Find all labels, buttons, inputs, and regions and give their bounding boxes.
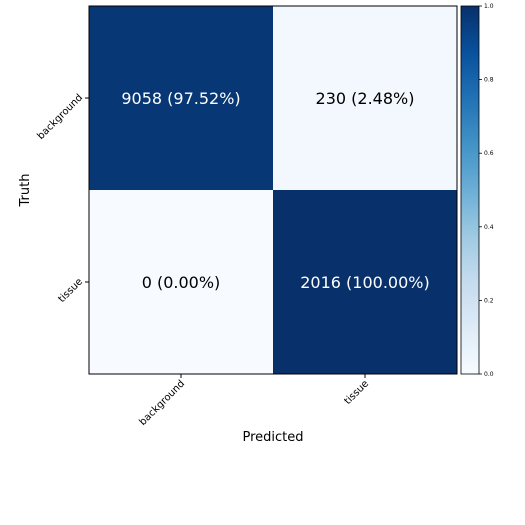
matrix-cells: 9058 (97.52%) 230 (2.48%) 0 (0.00%) 2016 (1… [89, 6, 457, 374]
colorbar-tick-label: 0.0 [484, 371, 494, 378]
y-tick-label: tissue [56, 276, 85, 305]
matrix-cell [89, 6, 273, 190]
x-tick-label: background [138, 378, 188, 428]
colorbar-tick-label: 0.2 [484, 297, 494, 304]
y-axis-label: Truth [18, 174, 33, 208]
colorbar: 0.0 0.2 0.4 0.6 0.8 1.0 [460, 3, 494, 378]
plot-frame [88, 5, 458, 375]
y-tick-label: background [36, 92, 86, 142]
colorbar-tick-label: 1.0 [484, 3, 494, 10]
matrix-cell [273, 6, 457, 190]
cell-value-label: 2016 (100.00%) [300, 273, 429, 292]
x-axis-label: Predicted [242, 430, 303, 445]
colorbar-tick-label: 0.6 [484, 150, 494, 157]
cell-value-label: 0 (0.00%) [142, 273, 221, 292]
matrix-cell [89, 190, 273, 374]
cell-value-label: 9058 (97.52%) [121, 89, 240, 108]
colorbar-gradient [460, 5, 480, 375]
matrix-cell [273, 190, 457, 374]
x-tick-label: tissue [342, 378, 371, 407]
colorbar-tick-label: 0.8 [484, 77, 494, 84]
colorbar-ticks: 0.0 0.2 0.4 0.6 0.8 1.0 [479, 3, 494, 378]
colorbar-tick-label: 0.4 [484, 224, 494, 231]
cell-value-label: 230 (2.48%) [316, 89, 415, 108]
